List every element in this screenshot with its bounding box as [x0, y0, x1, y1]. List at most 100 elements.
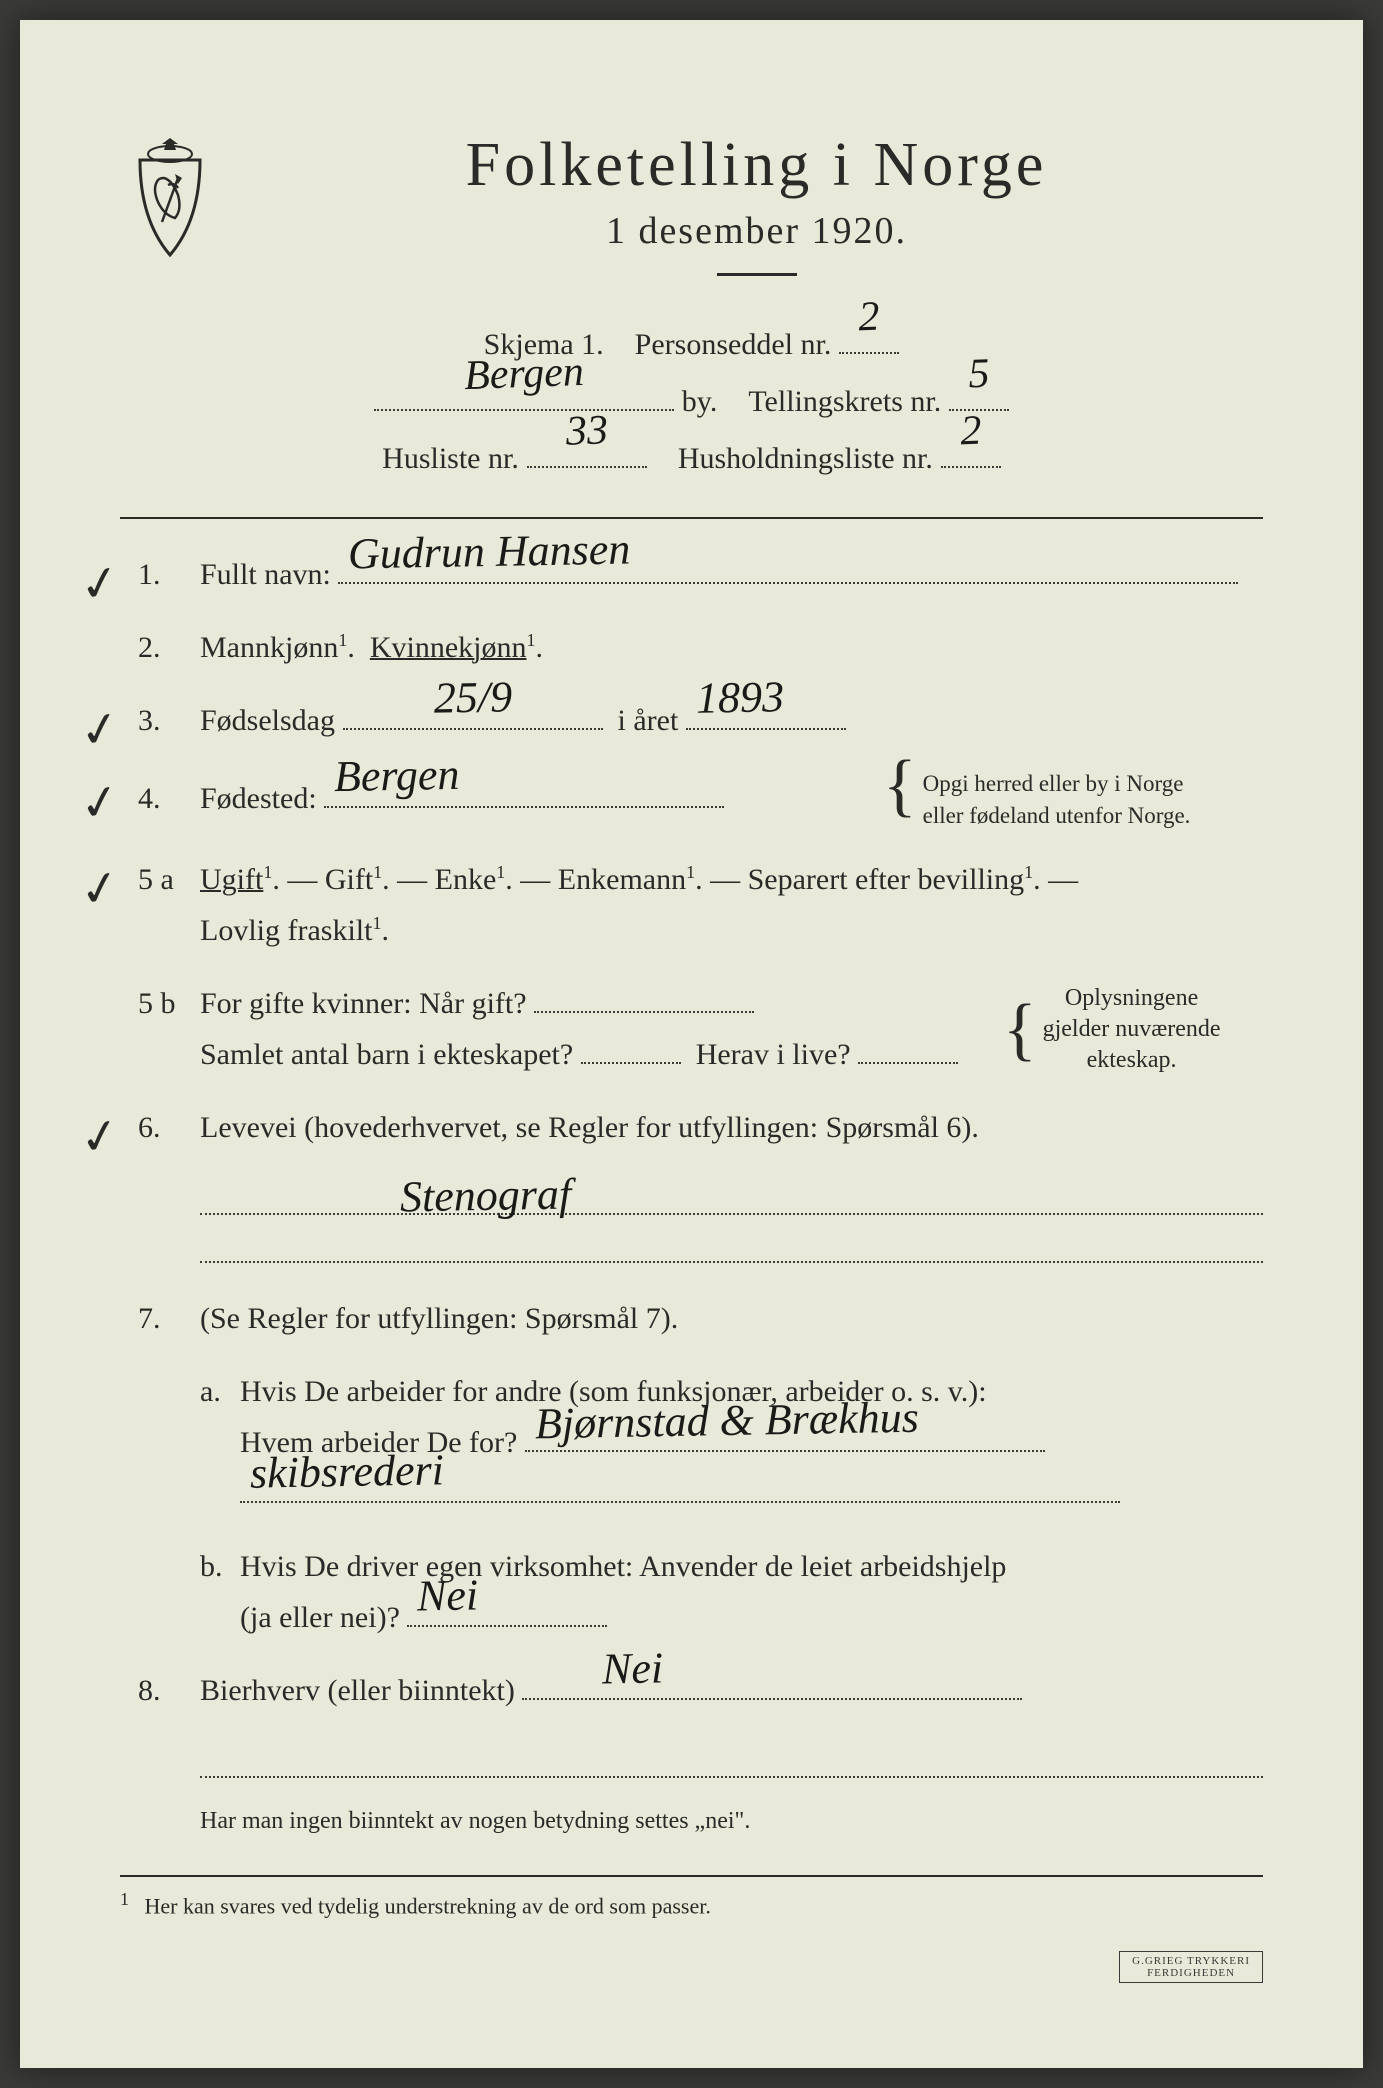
- q3-day-val: 25/9: [433, 661, 513, 737]
- fn-text: Her kan svares ved tydelig understreknin…: [145, 1894, 711, 1919]
- q2-opt2: Kvinnekjønn: [370, 631, 527, 664]
- husliste-val: 33: [564, 391, 609, 472]
- q7b-label: b.: [200, 1541, 240, 1592]
- q5a-opt2: Enke: [435, 863, 497, 896]
- meta-line-1: Skjema 1. Personseddel nr. 2: [120, 316, 1263, 373]
- q5b-gift-field: [534, 987, 754, 1013]
- husholdning-field: 2: [941, 440, 1001, 468]
- q4-note: { Opgi herred eller by i Norge eller fød…: [883, 768, 1263, 832]
- q6-check: ✓: [73, 1095, 127, 1182]
- q3-num: 3.: [120, 695, 200, 746]
- q7b-body: Hvis De driver egen virksomhet: Anvender…: [240, 1541, 1263, 1643]
- q4-check: ✓: [73, 760, 127, 847]
- brace-icon: {: [883, 768, 917, 803]
- husliste-label: Husliste nr.: [382, 430, 519, 487]
- q5b-note3: ekteskap.: [1087, 1047, 1177, 1073]
- q7a: a. Hvis De arbeider for andre (som funks…: [120, 1366, 1263, 1519]
- footnote: 1 Her kan svares ved tydelig understrekn…: [120, 1875, 1263, 1919]
- q2-sup2: 1: [526, 630, 535, 650]
- q1-val: Gudrun Hansen: [348, 513, 632, 593]
- personseddel-val: 2: [857, 278, 881, 358]
- subtitle: 1 desember 1920.: [250, 209, 1263, 253]
- q7a-val1: Bjørnstad & Brækhus: [534, 1380, 919, 1461]
- personseddel-field: 2: [839, 326, 899, 354]
- q3-day-field: 25/9: [343, 704, 603, 730]
- q4-note-b: eller fødeland utenfor Norge.: [923, 803, 1191, 828]
- q6: ✓ 6. Levevei (hovederhvervet, se Regler …: [120, 1102, 1263, 1153]
- q5a-line2: Lovlig fraskilt: [200, 914, 372, 947]
- brace-icon-2: {: [1003, 1012, 1037, 1047]
- q4: ✓ 4. Fødested: Bergen { Opgi herred elle…: [120, 768, 1263, 832]
- q7a-field2: skibsrederi: [240, 1477, 1120, 1503]
- bottom-note: Har man ingen biinntekt av nogen betydni…: [120, 1808, 1263, 1835]
- q1-body: Fullt navn: Gudrun Hansen: [200, 549, 1263, 600]
- stamp-l2: FERDIGHEDEN: [1147, 1967, 1235, 1979]
- meta-block: Skjema 1. Personseddel nr. 2 Bergen by. …: [120, 316, 1263, 487]
- q8-num: 8.: [120, 1665, 200, 1716]
- q5a-body: Ugift1. — Gift1. — Enke1. — Enkemann1. —…: [200, 854, 1263, 956]
- q8-label: Bierhverv (eller biinntekt): [200, 1674, 515, 1707]
- q7a-val2: skibsrederi: [249, 1433, 444, 1511]
- stamp-l1: G.GRIEG TRYKKERI: [1132, 1955, 1250, 1967]
- q5b-line2b: Herav i live?: [696, 1038, 851, 1071]
- q5a: ✓ 5 a Ugift1. — Gift1. — Enke1. — Enkema…: [120, 854, 1263, 956]
- q5b-live-field: [858, 1038, 958, 1064]
- q2-opt1: Mannkjønn: [200, 631, 338, 664]
- q8-val: Nei: [602, 1631, 664, 1707]
- q7a-label: a.: [200, 1366, 240, 1417]
- q6-label: Levevei (hovederhvervet, se Regler for u…: [200, 1111, 979, 1144]
- q5b-line2a: Samlet antal barn i ekteskapet?: [200, 1038, 573, 1071]
- q7a-body: Hvis De arbeider for andre (som funksjon…: [240, 1366, 1263, 1519]
- q5a-opt0: Ugift: [200, 863, 263, 896]
- krets-label: Tellingskrets nr.: [748, 373, 941, 430]
- q3-label: Fødselsdag: [200, 704, 335, 737]
- q3-year-val: 1893: [695, 660, 784, 736]
- printer-stamp: G.GRIEG TRYKKERI FERDIGHEDEN: [1119, 1951, 1263, 1983]
- q5b-left: For gifte kvinner: Når gift? Samlet anta…: [200, 978, 983, 1080]
- q5b: 5 b For gifte kvinner: Når gift? Samlet …: [120, 978, 1263, 1080]
- q8-body: Bierhverv (eller biinntekt) Nei: [200, 1665, 1263, 1716]
- q1-field: Gudrun Hansen: [338, 558, 1238, 584]
- personseddel-label: Personseddel nr.: [635, 316, 832, 373]
- q7-label: (Se Regler for utfyllingen: Spørsmål 7).: [200, 1293, 1263, 1344]
- q4-body: Fødested: Bergen { Opgi herred eller by …: [200, 768, 1263, 832]
- q5a-opt4: Separert efter bevilling: [748, 863, 1025, 896]
- q4-left: Fødested: Bergen: [200, 773, 883, 824]
- q6-body: Levevei (hovederhvervet, se Regler for u…: [200, 1102, 1263, 1153]
- q2-sup1: 1: [338, 630, 347, 650]
- q4-num: 4.: [120, 773, 200, 824]
- by-label: by.: [682, 373, 718, 430]
- q2-num: 2.: [120, 622, 200, 673]
- q3-year-label: i året: [618, 704, 679, 737]
- q1-label: Fullt navn:: [200, 558, 331, 591]
- husliste-field: 33: [527, 440, 647, 468]
- q3-year-field: 1893: [686, 704, 846, 730]
- census-form-page: Folketelling i Norge 1 desember 1920. Sk…: [20, 20, 1363, 2068]
- meta-line-3: Husliste nr. 33 Husholdningsliste nr. 2: [120, 430, 1263, 487]
- q5b-note2: gjelder nuværende: [1043, 1016, 1221, 1042]
- q7b: b. Hvis De driver egen virksomhet: Anven…: [120, 1541, 1263, 1643]
- q4-field: Bergen: [324, 782, 724, 808]
- q4-note-a: Opgi herred eller by i Norge: [923, 771, 1184, 796]
- q1: ✓ 1. Fullt navn: Gudrun Hansen: [120, 549, 1263, 600]
- title-block: Folketelling i Norge 1 desember 1920.: [250, 130, 1263, 306]
- q7a-field1: Bjørnstad & Brækhus: [525, 1426, 1045, 1452]
- q5b-barn-field: [581, 1038, 681, 1064]
- q7b-line2: (ja eller nei)?: [240, 1601, 400, 1634]
- q2: 2. Mannkjønn1. Kvinnekjønn1.: [120, 622, 1263, 673]
- q7: 7. (Se Regler for utfyllingen: Spørsmål …: [120, 1293, 1263, 1344]
- fn-num: 1: [120, 1889, 129, 1909]
- q6-field: Stenograf: [200, 1175, 1263, 1215]
- q5a-num: 5 a: [120, 854, 200, 905]
- q4-val: Bergen: [334, 738, 461, 815]
- q8-field: Nei: [522, 1674, 1022, 1700]
- q5a-opt3: Enkemann: [558, 863, 686, 896]
- q5b-num: 5 b: [120, 978, 200, 1029]
- q7b-line1: Hvis De driver egen virksomhet: Anvender…: [240, 1550, 1006, 1583]
- q3-body: Fødselsdag 25/9 i året 1893: [200, 695, 1263, 746]
- q8: 8. Bierhverv (eller biinntekt) Nei: [120, 1665, 1263, 1716]
- q6-val: Stenograf: [400, 1169, 572, 1223]
- hr-1: [120, 517, 1263, 519]
- divider: [717, 273, 797, 276]
- q4-label: Fødested:: [200, 782, 317, 815]
